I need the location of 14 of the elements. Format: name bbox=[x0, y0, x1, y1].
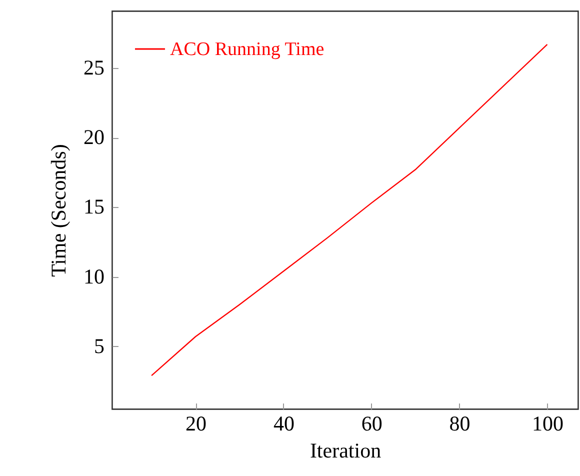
y-tick-label: 25 bbox=[84, 56, 104, 80]
x-tick-label: 40 bbox=[273, 412, 294, 436]
y-tick-label: 5 bbox=[94, 334, 104, 358]
x-tick-label: 80 bbox=[449, 412, 470, 436]
y-tick-label: 10 bbox=[84, 264, 104, 288]
y-tick-label: 20 bbox=[84, 125, 104, 150]
x-tick-label: 100 bbox=[532, 412, 564, 436]
line-series bbox=[150, 44, 548, 376]
x-axis-title: Iteration bbox=[310, 438, 382, 462]
y-axis-title: Time (Seconds) bbox=[46, 144, 70, 277]
legend-label: ACO Running Time bbox=[170, 39, 324, 60]
y-tick-label: 15 bbox=[84, 194, 104, 219]
x-tick-label: 20 bbox=[186, 412, 207, 436]
x-tick-label: 60 bbox=[361, 412, 382, 436]
